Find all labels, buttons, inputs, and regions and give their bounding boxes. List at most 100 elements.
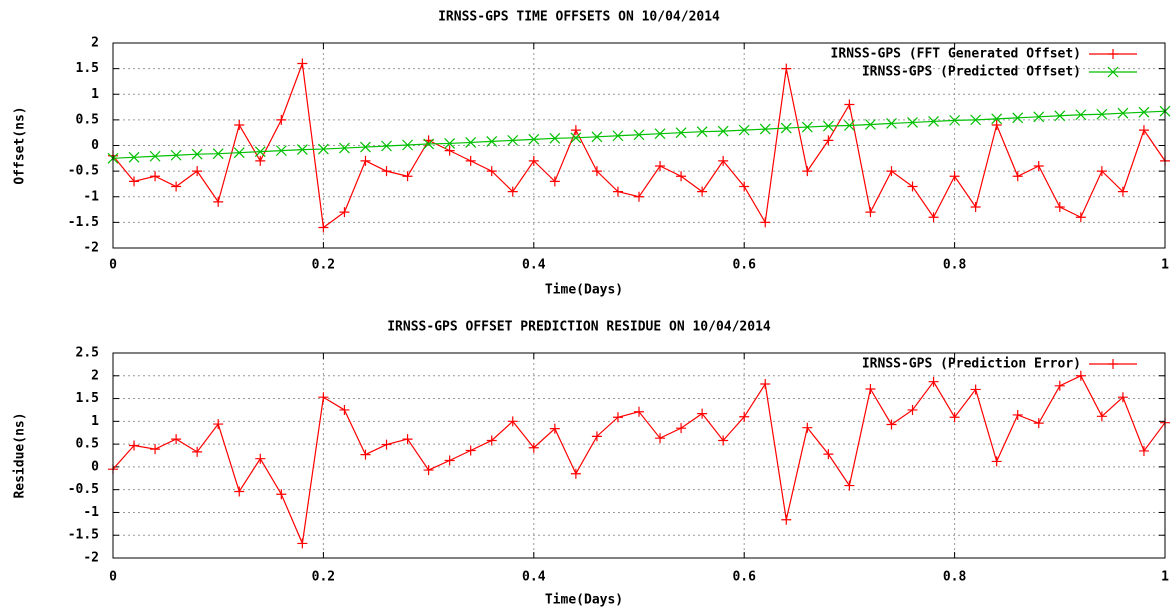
point-marker — [760, 217, 771, 228]
plot-frame — [112, 352, 1166, 559]
y-tick-label: 2 — [91, 36, 99, 51]
point-marker — [276, 114, 287, 125]
point-marker — [423, 465, 434, 476]
point-marker — [486, 135, 498, 147]
point-marker — [570, 132, 582, 144]
point-marker — [697, 186, 708, 197]
plot-frame — [112, 42, 1166, 249]
point-marker — [1096, 108, 1108, 120]
point-marker — [465, 445, 476, 456]
point-marker — [1054, 110, 1066, 122]
point-marker — [1075, 109, 1087, 121]
point-marker — [528, 442, 539, 453]
point-marker — [991, 456, 1002, 467]
x-tick-label: 0.4 — [522, 258, 546, 273]
point-marker — [213, 196, 224, 207]
point-marker — [949, 171, 960, 182]
y-tick-label: 2 — [91, 368, 99, 383]
point-marker — [907, 181, 918, 192]
point-marker — [339, 404, 350, 415]
point-marker — [339, 142, 350, 154]
point-marker — [928, 115, 939, 127]
point-marker — [570, 468, 581, 479]
point-marker — [612, 186, 623, 197]
point-marker — [318, 392, 329, 403]
point-marker — [634, 191, 644, 202]
point-marker — [150, 171, 161, 182]
point-marker — [991, 113, 1003, 125]
point-marker — [697, 408, 708, 419]
point-marker — [1096, 166, 1107, 177]
point-marker — [886, 166, 897, 177]
legend-marker — [1108, 49, 1118, 59]
point-marker — [128, 151, 140, 163]
x-tick-label: 0 — [109, 570, 117, 585]
point-marker — [718, 155, 729, 166]
legend-label: IRNSS-GPS (Predicted Offset) — [862, 65, 1081, 80]
point-marker — [150, 444, 161, 455]
x-tick-label: 0.6 — [732, 570, 756, 585]
point-marker — [949, 114, 961, 126]
point-marker — [171, 181, 182, 192]
point-marker — [191, 148, 203, 160]
point-marker — [171, 434, 182, 445]
legend-label: IRNSS-GPS (FFT Generated Offset) — [831, 47, 1081, 62]
y-tick-label: 0 — [91, 138, 99, 153]
point-marker — [317, 143, 329, 155]
point-marker — [149, 150, 161, 162]
point-marker — [339, 207, 350, 218]
point-marker — [928, 212, 939, 223]
point-marker — [1138, 445, 1149, 456]
point-marker — [654, 128, 666, 140]
x-tick-label: 1 — [1161, 258, 1169, 273]
point-marker — [801, 121, 813, 133]
point-marker — [402, 434, 413, 445]
point-marker — [233, 147, 245, 159]
y-tick-label: -2 — [83, 551, 99, 566]
y-tick-label: -2 — [83, 241, 99, 256]
x-tick-label: 0.6 — [732, 258, 756, 273]
point-marker — [402, 139, 413, 151]
point-marker — [570, 125, 581, 136]
point-marker — [781, 63, 792, 74]
point-marker — [254, 146, 266, 158]
point-marker — [1075, 212, 1086, 223]
point-marker — [360, 449, 371, 460]
point-marker — [129, 176, 140, 187]
point-marker — [928, 376, 939, 387]
point-marker — [129, 440, 140, 451]
point-marker — [633, 129, 645, 141]
point-marker — [507, 416, 518, 427]
point-marker — [843, 120, 855, 131]
point-marker — [1012, 112, 1024, 124]
legend-label: IRNSS-GPS (Prediction Error) — [862, 357, 1081, 372]
y-tick-label: 1 — [91, 414, 99, 429]
point-marker — [949, 412, 960, 423]
point-marker — [423, 138, 435, 150]
point-marker — [802, 166, 813, 177]
point-marker — [507, 186, 518, 197]
point-marker — [591, 431, 602, 442]
point-marker — [1012, 409, 1023, 420]
point-marker — [192, 446, 203, 457]
point-marker — [465, 155, 476, 166]
point-marker — [865, 383, 876, 394]
point-marker — [823, 135, 834, 146]
point-marker — [1117, 392, 1128, 403]
series-line — [112, 374, 1166, 546]
point-marker — [528, 133, 540, 145]
y-tick-label: -0.5 — [68, 164, 99, 179]
point-marker — [591, 166, 602, 177]
point-marker — [760, 378, 771, 389]
point-marker — [970, 114, 982, 126]
point-marker — [675, 127, 687, 139]
x-tick-label: 0.2 — [312, 258, 335, 273]
y-tick-label: 0.5 — [76, 112, 99, 127]
point-marker — [970, 202, 981, 212]
point-marker — [192, 166, 203, 177]
x-axis-label: Time(Days) — [545, 283, 623, 298]
y-tick-label: 1 — [91, 87, 99, 102]
y-tick-label: 0.5 — [76, 437, 99, 452]
x-tick-label: 0.8 — [943, 258, 967, 273]
point-marker — [444, 145, 455, 156]
